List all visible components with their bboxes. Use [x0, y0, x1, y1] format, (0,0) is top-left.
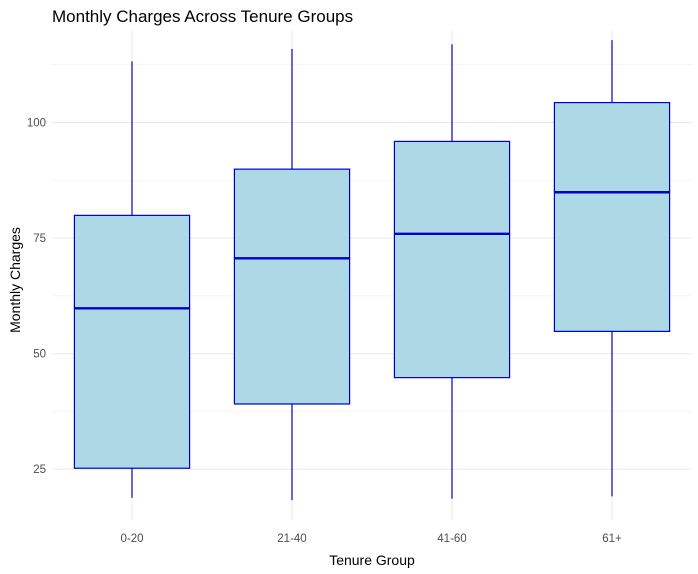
chart-title: Monthly Charges Across Tenure Groups: [52, 7, 353, 26]
box-0-20: [73, 61, 191, 498]
y-tick-label: 50: [33, 349, 46, 361]
iqr-box: [393, 140, 511, 379]
iqr-box: [553, 101, 671, 332]
iqr-box: [233, 168, 351, 405]
y-tick-label: 75: [33, 233, 46, 245]
box-21-40: [233, 48, 351, 501]
y-axis-title: Monthly Charges: [7, 227, 23, 333]
x-tick-label: 21-40: [277, 533, 306, 545]
box-41-60: [393, 44, 511, 499]
x-tick-label: 0-20: [120, 533, 143, 545]
y-tick-label: 100: [27, 117, 46, 129]
y-tick-label: 25: [33, 464, 46, 476]
x-tick-label: 41-60: [437, 533, 466, 545]
x-tick-label: 61+: [602, 533, 622, 545]
x-axis-title: Tenure Group: [329, 552, 415, 568]
x-axis-ticks: 0-20 21-40 41-60 61+: [120, 533, 622, 545]
box-61+: [553, 40, 671, 497]
y-axis-ticks: 25 50 75 100: [27, 117, 46, 476]
iqr-box: [73, 214, 191, 469]
plot-area: [73, 40, 671, 501]
